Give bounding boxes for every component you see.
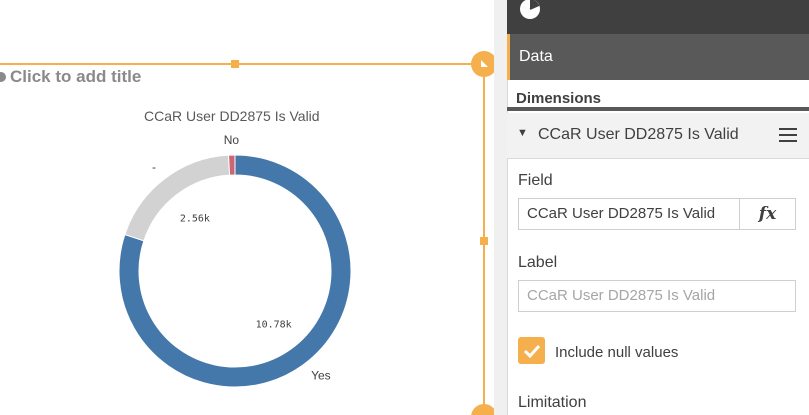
field-label: Field: [518, 172, 553, 189]
title-placeholder-text: Click to add title: [10, 67, 142, 86]
caret-down-icon[interactable]: ▼: [517, 127, 528, 139]
chart-canvas[interactable]: Click to add title CCaR User DD2875 Is V…: [0, 0, 494, 415]
expression-button[interactable]: fx: [740, 198, 796, 230]
checkmark-icon: [523, 344, 540, 358]
chart-title-placeholder[interactable]: Click to add title: [0, 67, 141, 87]
dimensions-section-title: Dimensions: [516, 90, 602, 107]
dimension-item-header[interactable]: ▼ CCaR User DD2875 Is Valid: [507, 113, 809, 159]
drag-menu-icon[interactable]: [779, 128, 797, 146]
panel-header: [507, 0, 809, 34]
title-bullet-icon: [0, 72, 6, 82]
value-label-yes: 10.78k: [256, 320, 292, 331]
label-input[interactable]: CCaR User DD2875 Is Valid: [518, 280, 796, 312]
corner-resize-handle-bottom[interactable]: [471, 404, 494, 415]
category-label-yes: Yes: [311, 369, 331, 383]
category-label-dash: -: [152, 160, 156, 174]
chart-subtitle: CCaR User DD2875 Is Valid: [144, 108, 320, 124]
limitation-label: Limitation: [518, 394, 587, 411]
fx-icon: fx: [758, 204, 777, 224]
donut-slice-yes[interactable]: [118, 154, 352, 388]
label-label: Label: [518, 254, 558, 271]
value-label-dash: 2.56k: [180, 214, 210, 225]
include-null-checkbox[interactable]: [518, 337, 545, 364]
resize-handle-top[interactable]: [231, 60, 239, 68]
section-divider: [507, 107, 809, 111]
tab-data[interactable]: Data: [507, 34, 809, 80]
resize-handle-right[interactable]: [480, 237, 488, 245]
dimension-name: CCaR User DD2875 Is Valid: [538, 126, 739, 143]
field-input[interactable]: CCaR User DD2875 Is Valid: [518, 198, 740, 230]
panel-divider[interactable]: [494, 0, 508, 415]
donut-slice-no[interactable]: [227, 154, 236, 176]
category-label-no: No: [224, 133, 240, 147]
donut-chart[interactable]: Yes 10.78k - 2.56k No: [0, 0, 494, 415]
corner-resize-handle[interactable]: [471, 51, 494, 77]
donut-slice-dash[interactable]: [124, 154, 231, 242]
properties-panel: Data Dimensions ▼ CCaR User DD2875 Is Va…: [494, 0, 809, 415]
selection-border-top: [0, 63, 484, 65]
resize-arrow-icon: [481, 60, 488, 67]
tab-data-label: Data: [519, 48, 553, 65]
pie-chart-icon: [518, 0, 542, 26]
include-null-label: Include null values: [555, 344, 679, 361]
